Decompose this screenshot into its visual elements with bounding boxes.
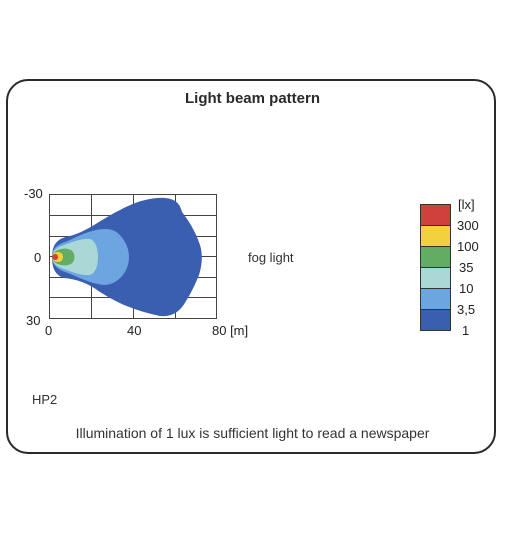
y-tick-middle: 0	[34, 250, 42, 265]
diagram-title: Light beam pattern	[184, 90, 320, 107]
y-tick-bottom: 30	[26, 313, 41, 328]
legend-swatch-300	[420, 204, 451, 226]
legend-swatch-1	[420, 309, 451, 331]
y-tick-top: -30	[24, 186, 43, 201]
legend-label-100: 100	[457, 239, 479, 254]
legend-label-10: 10	[459, 281, 474, 296]
legend-label-35: 35	[459, 260, 474, 275]
legend-label-300: 300	[457, 218, 479, 233]
legend-label-1: 1	[462, 323, 470, 338]
legend-swatch-3-5	[420, 288, 451, 310]
legend-label-3-5: 3,5	[457, 302, 476, 317]
x-tick-80: 80 [m]	[212, 323, 249, 338]
caption-text: Illumination of 1 lux is sufficient ligh…	[75, 425, 430, 441]
legend-swatches	[420, 204, 451, 331]
legend-swatch-10	[420, 267, 451, 289]
beam-zone-10lx	[52, 238, 98, 276]
beam-type-label: fog light	[248, 250, 294, 265]
x-tick-0: 0	[45, 323, 53, 338]
legend-unit: [lx]	[458, 197, 475, 212]
legend-swatch-100	[420, 225, 451, 247]
model-code: HP2	[32, 392, 58, 407]
beam-zone-300lx	[52, 254, 58, 260]
legend-swatch-35	[420, 246, 451, 268]
x-tick-40: 40	[127, 323, 142, 338]
